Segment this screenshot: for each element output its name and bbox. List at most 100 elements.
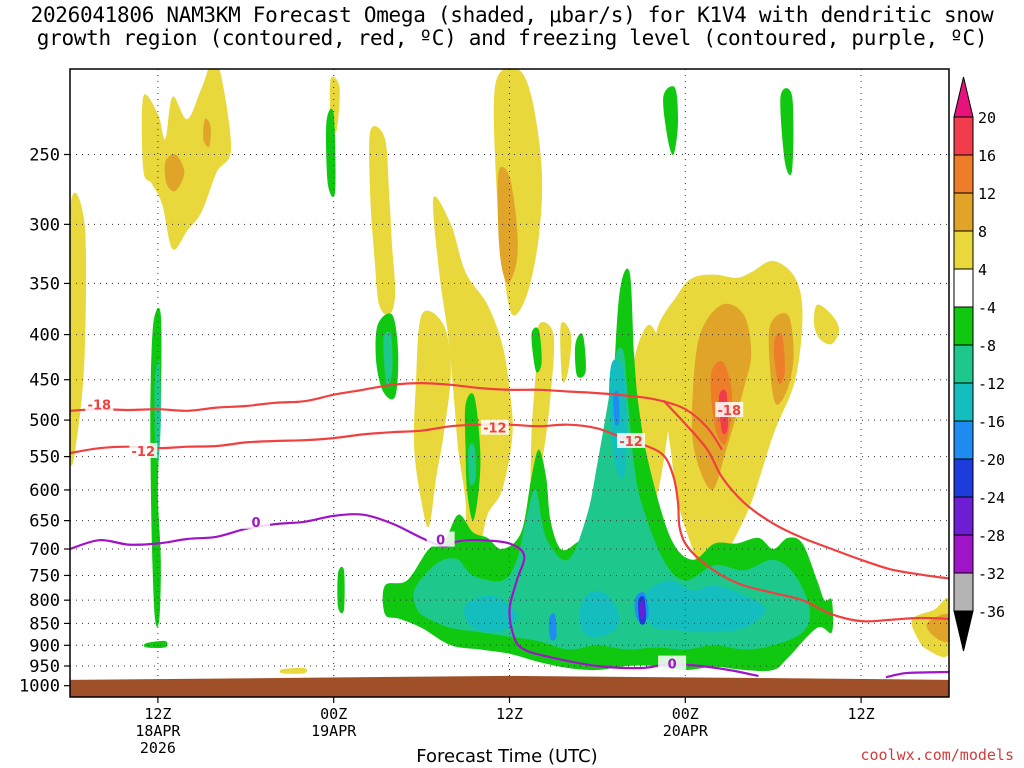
colorbar-label: -8	[978, 337, 996, 355]
y-tick-label: 500	[29, 411, 60, 431]
colorbar-label: 12	[978, 185, 996, 203]
colorbar-bottom-arrow	[953, 610, 974, 652]
contour-label-bg	[129, 442, 158, 458]
x-axis-label: Forecast Time (UTC)	[416, 746, 597, 767]
colorbar-swatch	[953, 458, 974, 498]
x-tick-label: 00Z	[320, 705, 347, 723]
omega-region-34	[154, 360, 161, 464]
colorbar-swatch	[953, 116, 974, 156]
colorbar-label: 8	[978, 223, 987, 241]
colorbar-label: -36	[978, 603, 1005, 621]
omega-region-46	[639, 601, 645, 620]
omega-region-26	[337, 566, 345, 614]
colorbar-label: -28	[978, 527, 1005, 545]
colorbar-swatch	[953, 572, 974, 612]
omega-region-36	[468, 443, 477, 486]
omega-region-13	[279, 667, 308, 674]
contour-label-bg	[715, 401, 744, 417]
ground-surface	[70, 675, 949, 697]
contour-label: -12	[619, 435, 643, 450]
omega-region-8	[560, 322, 572, 383]
colorbar-label: -4	[978, 299, 996, 317]
colorbar-label: -24	[978, 489, 1005, 507]
y-tick-label: 950	[29, 657, 60, 677]
y-tick-label: 800	[29, 591, 60, 611]
contour-label-bg	[480, 419, 509, 435]
title-line-2: growth region (contoured, red, ºC) and f…	[36, 26, 988, 50]
x-tick-label: 00Z	[672, 705, 699, 723]
contour-label: 0	[252, 516, 261, 531]
x-tick-label: 12Z	[144, 705, 171, 723]
contour-label: -12	[483, 422, 507, 437]
x-tick-label: 18APR	[135, 722, 181, 740]
contour-label: 0	[436, 534, 445, 549]
y-tick-label: 750	[29, 566, 60, 586]
colorbar-swatch	[953, 306, 974, 346]
contour-label: -18	[88, 398, 112, 413]
omega-region-43	[613, 390, 620, 426]
contour-label: 0	[668, 658, 677, 673]
colorbar-swatch	[953, 268, 974, 308]
omega-region-1	[141, 69, 232, 250]
y-tick-label: 250	[29, 145, 60, 165]
colorbar-label: -20	[978, 451, 1005, 469]
omega-region-38	[464, 595, 518, 633]
chart-title: 2026041806 NAM3KM Forecast Omega (shaded…	[0, 4, 1024, 50]
omega-region-14	[164, 154, 185, 192]
colorbar: 20 16 12 8 4 -4 -8 -12 -16 -20 -24 -28 -32 -36	[953, 76, 1005, 652]
contour-label-bg	[426, 531, 455, 547]
omega-region-24	[143, 640, 168, 649]
omega-region-0	[70, 192, 87, 466]
site-credit: coolwx.com/models	[860, 746, 1014, 764]
ground-layer	[70, 675, 949, 697]
omega-region-4	[413, 310, 451, 528]
colorbar-label: -32	[978, 565, 1005, 583]
omega-region-19	[926, 613, 949, 643]
title-line-1: 2026041806 NAM3KM Forecast Omega (shaded…	[30, 3, 994, 27]
y-tick-label: 300	[29, 215, 60, 235]
colorbar-top-arrow	[953, 76, 974, 118]
contour-label: -12	[132, 445, 156, 460]
colorbar-swatch	[953, 230, 974, 270]
contour-label-bg	[658, 655, 687, 671]
y-tick-label: 600	[29, 481, 60, 501]
x-tick-label: 2026	[140, 739, 176, 757]
colorbar-swatch	[953, 344, 974, 384]
omega-region-41	[643, 580, 766, 633]
colorbar-label: 16	[978, 147, 996, 165]
colorbar-swatch	[953, 154, 974, 194]
y-axis: 2503003504004505005506006507007508008509…	[19, 145, 70, 697]
x-tick-label: 12Z	[848, 705, 875, 723]
omega-region-21	[773, 332, 785, 385]
colorbar-swatch	[953, 534, 974, 574]
colorbar-swatch	[953, 420, 974, 460]
contour-line	[885, 670, 949, 679]
omega-region-16	[497, 166, 518, 284]
contour-label-bg	[617, 432, 646, 448]
y-tick-label: 350	[29, 274, 60, 294]
x-tick-label: 12Z	[496, 705, 523, 723]
omega-region-25	[325, 108, 336, 197]
omega-region-42	[548, 613, 557, 641]
y-tick-label: 450	[29, 371, 60, 391]
contour-label: -18	[718, 404, 742, 419]
contour-line	[662, 399, 949, 580]
y-tick-label: 550	[29, 448, 60, 468]
omega-region-33	[574, 333, 586, 378]
colorbar-swatch	[953, 192, 974, 232]
omega-region-32	[531, 327, 542, 373]
omega-region-40	[579, 590, 620, 638]
omega-region-3	[369, 126, 396, 316]
omega-region-35	[383, 331, 393, 386]
y-tick-label: 850	[29, 614, 60, 634]
y-tick-label: 1000	[19, 677, 60, 697]
contour-line	[70, 423, 949, 623]
colorbar-label: -12	[978, 375, 1005, 393]
contour-line	[70, 382, 723, 451]
colorbar-label: 20	[978, 109, 996, 127]
omega-region-15	[203, 118, 211, 148]
contour-label-bg	[242, 513, 271, 529]
contour-label-bg	[85, 396, 114, 412]
